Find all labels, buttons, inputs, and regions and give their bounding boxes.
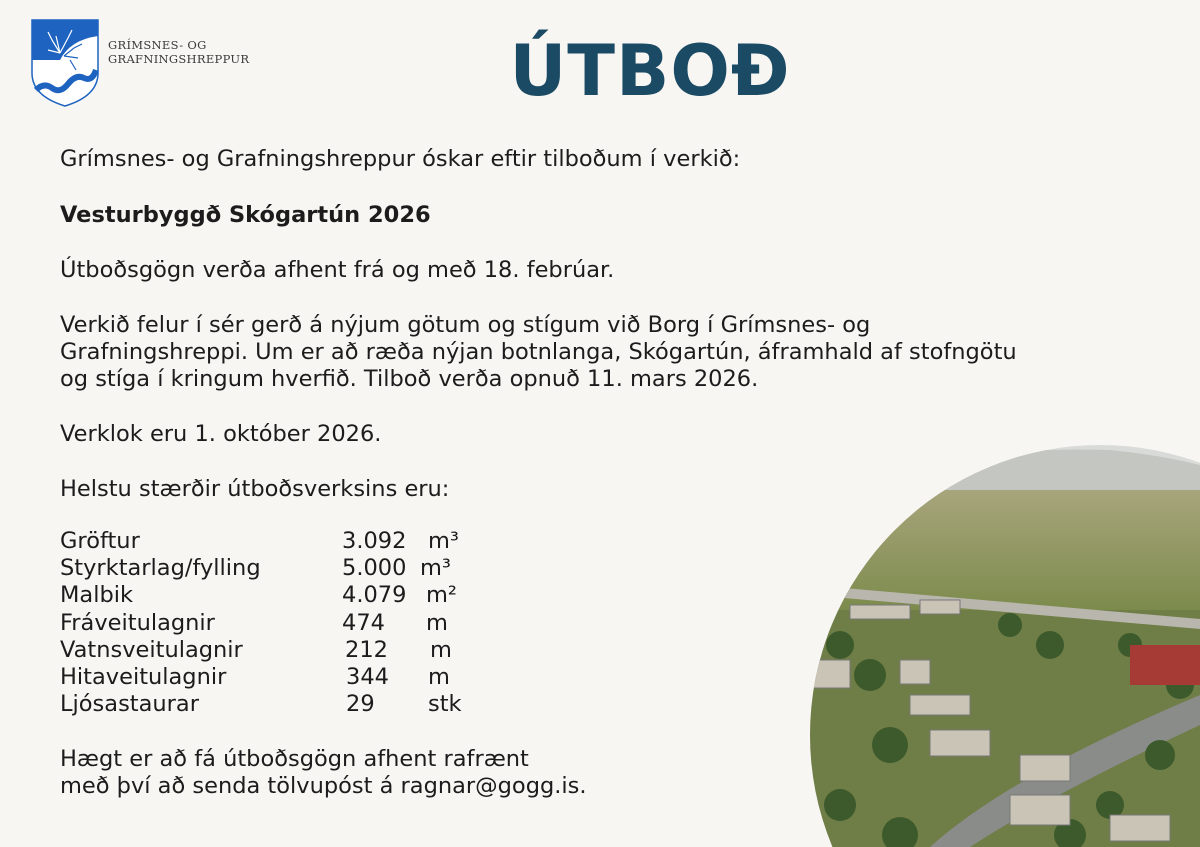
quantity-unit: m: [430, 636, 452, 663]
project-name: Vesturbyggð Skógartún 2026: [60, 202, 431, 228]
logo-text-line1: GRÍMSNES- OG: [108, 38, 207, 52]
quantity-amount: 344: [346, 663, 389, 690]
logo-text: GRÍMSNES- OG GRAFNINGSHREPPUR: [108, 38, 249, 66]
neighborhood-rendering-image: [810, 445, 1200, 847]
contact-line: Hægt er að fá útboðsgögn afhent rafrænt: [60, 746, 529, 772]
quantity-unit: m³: [420, 555, 451, 582]
logo-text-line2: GRAFNINGSHREPPUR: [108, 52, 250, 66]
description-line: og stíga í kringum hverfið. Tilboð verða…: [60, 366, 759, 392]
quantity-row: Styrktarlag/fylling 5.000 m³: [60, 555, 520, 582]
quantity-unit: m²: [426, 582, 457, 609]
completion-text: Verklok eru 1. október 2026.: [60, 421, 382, 447]
quantity-amount: 474: [342, 609, 385, 636]
quantity-amount: 29: [346, 691, 375, 718]
contact-text: Hægt er að fá útboðsgögn afhent rafrænt …: [60, 746, 587, 800]
quantity-row: Ljósastaurar 29 stk: [60, 691, 520, 718]
quantity-amount: 4.079: [342, 582, 407, 609]
description-line: Grafningshreppi. Um er að ræða nýjan bot…: [60, 339, 1017, 365]
quantity-item: Fráveitulagnir: [60, 609, 215, 636]
quantities-table: Gröftur 3.092 m³ Styrktarlag/fylling 5.000 m…: [60, 528, 520, 718]
quantity-row: Vatnsveitulagnir 212 m: [60, 637, 520, 664]
contact-line: með því að senda tölvupóst á ragnar@gogg…: [60, 773, 587, 799]
documents-text: Útboðsgögn verða afhent frá og með 18. f…: [60, 257, 615, 283]
quantity-item: Styrktarlag/fylling: [60, 555, 261, 582]
description-line: Verkið felur í sér gerð á nýjum götum og…: [60, 312, 871, 338]
quantity-unit: stk: [428, 691, 462, 718]
quantity-row: Fráveitulagnir 474 m: [60, 610, 520, 637]
quantity-item: Ljósastaurar: [60, 691, 199, 718]
page-title: ÚTBOÐ: [509, 30, 791, 112]
quantity-unit: m³: [428, 528, 459, 554]
quantities-heading: Helstu stærðir útboðsverksins eru:: [60, 476, 450, 502]
quantity-amount: 3.092: [342, 528, 407, 554]
quantity-item: Malbik: [60, 582, 134, 609]
quantity-row: Malbik 4.079 m²: [60, 582, 520, 609]
quantity-row: Gröftur 3.092 m³: [60, 528, 520, 555]
quantity-item: Hitaveitulagnir: [60, 663, 227, 690]
quantity-item: Vatnsveitulagnir: [60, 636, 243, 663]
quantity-item: Gröftur: [60, 528, 140, 554]
municipality-logo: [31, 19, 99, 107]
quantity-amount: 5.000: [342, 555, 407, 582]
description: Verkið felur í sér gerð á nýjum götum og…: [60, 312, 1017, 393]
quantity-unit: m: [428, 663, 450, 690]
quantity-unit: m: [426, 609, 448, 636]
quantity-row: Hitaveitulagnir 344 m: [60, 664, 520, 691]
intro-text: Grímsnes- og Grafningshreppur óskar efti…: [60, 146, 741, 172]
quantity-amount: 212: [345, 636, 388, 663]
